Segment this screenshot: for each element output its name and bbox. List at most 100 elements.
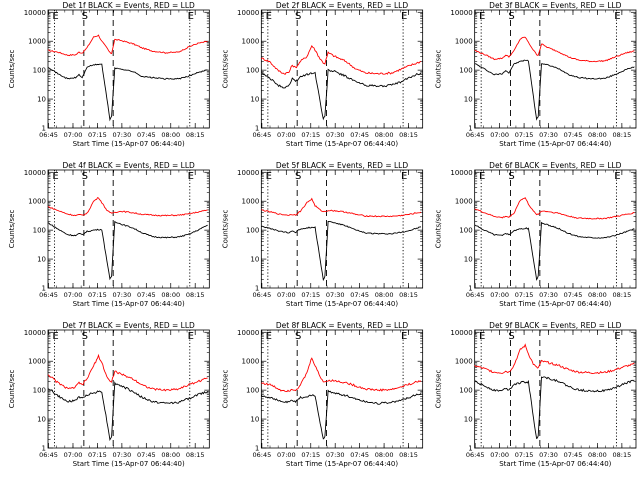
x-tick-label: 07:45: [137, 291, 156, 299]
y-axis-label: Counts/sec: [221, 50, 229, 89]
marker-label-e: E: [52, 331, 58, 342]
marker-label-e: E: [266, 171, 272, 182]
x-tick-label: 07:00: [277, 451, 296, 459]
series-lld-line: [47, 353, 208, 392]
x-tick-label: 07:15: [515, 451, 534, 459]
marker-label-e: E: [52, 171, 58, 182]
x-tick-label: 08:00: [375, 451, 394, 459]
y-tick-label: 100: [459, 227, 472, 235]
panel-det-6f: Det 6f BLACK = Events, RED = LLD 1 10 100 10…: [435, 161, 637, 308]
x-tick-label: 08:15: [399, 131, 418, 139]
panel-title: Det 6f BLACK = Events, RED = LLD: [489, 161, 622, 170]
y-tick-label: 1000: [455, 38, 473, 46]
plot-frame: [474, 169, 637, 289]
series-lld-line: [261, 197, 422, 218]
x-tick-label: 07:45: [564, 291, 583, 299]
marker-label-e: E: [614, 11, 620, 22]
y-tick-label: 10: [464, 96, 473, 104]
x-tick-label: 06:45: [466, 131, 485, 139]
x-tick-label: 07:30: [113, 451, 132, 459]
panel-title: Det 9f BLACK = Events, RED = LLD: [489, 321, 622, 330]
marker-label-e: E: [188, 331, 194, 342]
x-tick-label: 08:00: [161, 291, 180, 299]
x-tick-label: 07:30: [326, 451, 345, 459]
series-events-line: [47, 381, 209, 442]
marker-label-s: S: [295, 11, 301, 22]
x-tick-label: 07:00: [490, 451, 509, 459]
series-lld-line: [47, 197, 208, 217]
y-axis-label: Counts/sec: [435, 50, 443, 89]
x-axis-label: Start Time (15-Apr-07 06:44:40): [286, 460, 398, 468]
x-tick-label: 07:30: [539, 131, 558, 139]
marker-label-e: E: [188, 11, 194, 22]
marker-label-e: E: [401, 171, 407, 182]
x-tick-label: 07:45: [137, 451, 156, 459]
x-tick-label: 08:00: [161, 451, 180, 459]
x-tick-label: 07:00: [64, 291, 83, 299]
marker-label-e: E: [479, 11, 485, 22]
y-tick-label: 100: [33, 227, 46, 235]
x-tick-label: 06:45: [253, 131, 272, 139]
y-tick-label: 100: [459, 67, 472, 75]
y-tick-label: 1000: [455, 198, 473, 206]
panel-det-5f: Det 5f BLACK = Events, RED = LLD 1 10 100 10…: [221, 161, 424, 308]
x-tick-label: 06:45: [253, 291, 272, 299]
panel-det-8f: Det 8f BLACK = Events, RED = LLD 1 10 100 10…: [221, 321, 424, 468]
marker-label-s: S: [508, 171, 514, 182]
series-lld-line: [474, 343, 635, 375]
y-tick-label: 1: [42, 285, 46, 293]
x-tick-label: 08:15: [186, 291, 205, 299]
series-lld-line: [260, 45, 422, 76]
x-tick-label: 07:45: [350, 131, 369, 139]
panel-title: Det 2f BLACK = Events, RED = LLD: [276, 1, 409, 10]
x-tick-label: 07:15: [301, 291, 320, 299]
x-tick-label: 06:45: [466, 451, 485, 459]
marker-label-e: E: [614, 331, 620, 342]
y-tick-label: 100: [33, 387, 46, 395]
y-tick-label: 1: [42, 445, 46, 453]
x-tick-label: 07:15: [88, 291, 107, 299]
y-axis-label: Counts/sec: [221, 370, 229, 409]
y-tick-label: 1: [255, 125, 259, 133]
panel-det-1f: Det 1f BLACK = Events, RED = LLD 1 10 100 10…: [8, 1, 210, 148]
marker-label-s: S: [295, 171, 301, 182]
x-tick-label: 06:45: [39, 131, 58, 139]
y-tick-label: 10000: [450, 329, 472, 337]
plot-frame: [47, 169, 210, 289]
x-axis-label: Start Time (15-Apr-07 06:44:40): [286, 140, 398, 148]
marker-label-e: E: [479, 331, 485, 342]
series-events-line: [260, 389, 422, 440]
panel-title: Det 8f BLACK = Events, RED = LLD: [276, 321, 409, 330]
y-tick-label: 100: [246, 387, 259, 395]
panel-title: Det 1f BLACK = Events, RED = LLD: [63, 1, 196, 10]
marker-label-e: E: [614, 171, 620, 182]
y-axis-label: Counts/sec: [435, 210, 443, 249]
x-tick-label: 07:15: [88, 131, 107, 139]
x-tick-label: 07:45: [350, 291, 369, 299]
y-tick-label: 1: [255, 445, 259, 453]
y-tick-label: 1: [255, 285, 259, 293]
y-tick-label: 10: [250, 96, 259, 104]
x-axis-label: Start Time (15-Apr-07 06:44:40): [499, 460, 611, 468]
x-tick-label: 08:00: [588, 131, 607, 139]
x-tick-label: 08:15: [612, 131, 631, 139]
y-tick-label: 10000: [24, 329, 46, 337]
y-tick-label: 10000: [237, 9, 259, 17]
y-tick-label: 1: [468, 285, 472, 293]
y-tick-label: 10000: [237, 329, 259, 337]
x-tick-label: 07:15: [301, 451, 320, 459]
plot-frame: [260, 9, 424, 129]
y-axis-label: Counts/sec: [8, 50, 16, 89]
panel-det-4f: Det 4f BLACK = Events, RED = LLD 1 10 100 10…: [8, 161, 210, 308]
x-tick-label: 07:00: [490, 291, 509, 299]
y-tick-label: 10: [37, 96, 46, 104]
x-tick-label: 07:15: [515, 291, 534, 299]
x-axis-label: Start Time (15-Apr-07 06:44:40): [73, 300, 185, 308]
y-tick-label: 1: [468, 125, 472, 133]
y-tick-label: 100: [33, 67, 46, 75]
x-tick-label: 08:15: [399, 291, 418, 299]
series-events-line: [474, 221, 635, 281]
y-axis-label: Counts/sec: [8, 370, 16, 409]
series-lld-line: [474, 36, 635, 63]
